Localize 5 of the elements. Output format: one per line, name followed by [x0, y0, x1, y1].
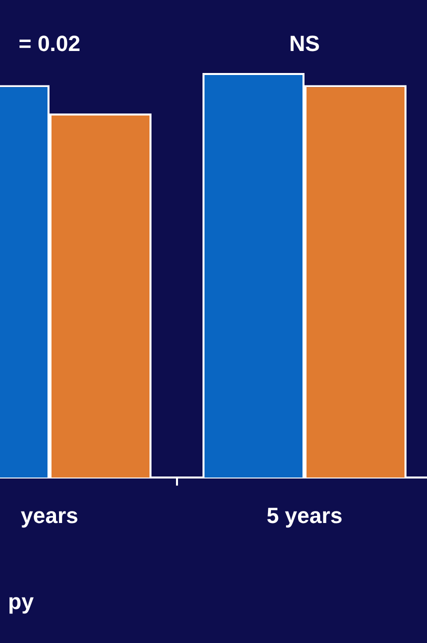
x-tick-label: years [20, 502, 78, 528]
text: = 0.02 [18, 31, 80, 56]
text: NS [289, 31, 320, 56]
x-tick-label: 5 years [266, 502, 342, 528]
x-axis-title: py [8, 589, 34, 614]
